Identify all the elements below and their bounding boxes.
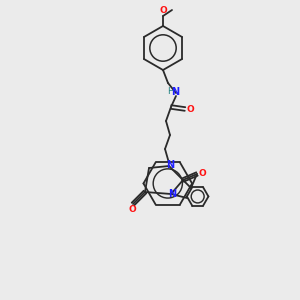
- Text: O: O: [159, 6, 167, 15]
- Text: N: N: [171, 87, 179, 97]
- Text: O: O: [186, 104, 194, 113]
- Text: O: O: [128, 206, 136, 214]
- Text: O: O: [198, 169, 206, 178]
- Text: N: N: [168, 189, 176, 199]
- Text: N: N: [166, 160, 174, 170]
- Text: H: H: [167, 88, 173, 97]
